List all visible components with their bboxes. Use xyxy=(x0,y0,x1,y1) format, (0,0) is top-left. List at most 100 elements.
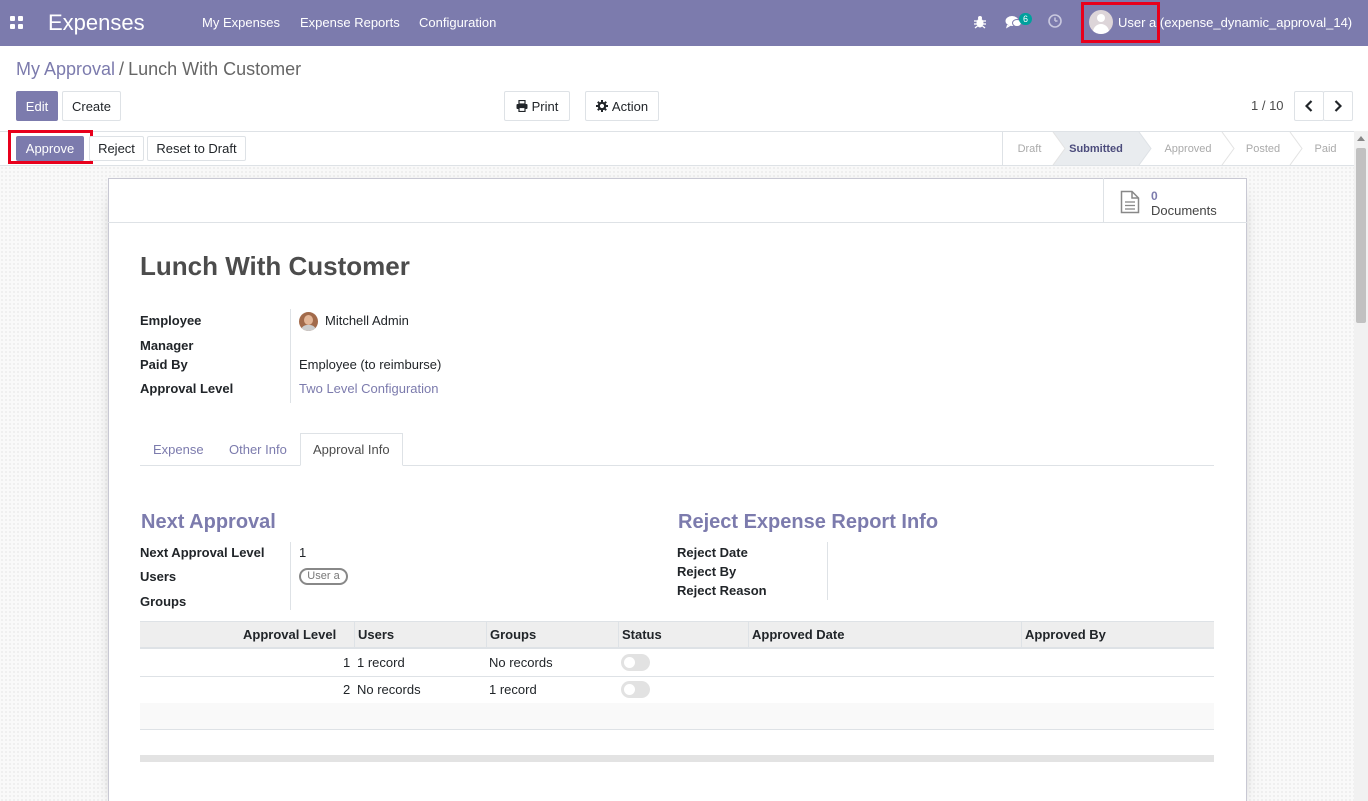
next-approval-level-label: Next Approval Level xyxy=(140,545,265,560)
stage-submitted[interactable]: Submitted xyxy=(1053,132,1139,165)
breadcrumb-current: Lunch With Customer xyxy=(128,59,302,79)
form-sheet xyxy=(108,178,1247,801)
approval-table-footer xyxy=(140,755,1214,762)
next-approval-divider xyxy=(290,542,291,610)
tab-expense[interactable]: Expense xyxy=(153,442,204,457)
smart-button-box xyxy=(108,178,1247,223)
manager-label: Manager xyxy=(140,338,194,353)
reset-to-draft-button[interactable]: Reset to Draft xyxy=(147,136,246,161)
stage-arrows xyxy=(1043,132,1303,165)
app-name[interactable]: Expenses xyxy=(48,10,145,35)
approval-level-value[interactable]: Two Level Configuration xyxy=(299,381,439,396)
stage-divider xyxy=(1002,132,1003,165)
reject-reason-label: Reject Reason xyxy=(677,583,767,598)
chevron-right-icon xyxy=(1334,100,1342,112)
document-icon xyxy=(1120,190,1140,214)
stage-draft[interactable]: Draft xyxy=(1017,142,1042,155)
approve-button[interactable]: Approve xyxy=(16,136,84,161)
groups-label: Groups xyxy=(140,594,187,609)
pager-value[interactable]: 1 / 10 xyxy=(1251,98,1284,113)
pager-previous-button[interactable] xyxy=(1294,91,1324,121)
column-users[interactable]: Users xyxy=(358,627,395,642)
scrollbar-thumb[interactable] xyxy=(1356,148,1366,323)
paid-by-label: Paid By xyxy=(140,357,188,372)
menu-configuration[interactable]: Configuration xyxy=(419,15,497,30)
pager-next-button[interactable] xyxy=(1323,91,1353,121)
next-approval-title: Next Approval xyxy=(141,511,276,533)
field-divider xyxy=(290,309,291,403)
documents-smart-button[interactable] xyxy=(1103,178,1246,222)
create-button[interactable]: Create xyxy=(62,91,121,121)
approve-button-highlight xyxy=(8,130,93,164)
row-users: No records xyxy=(357,682,421,697)
tabs-underline xyxy=(140,465,1214,466)
tab-other-info[interactable]: Other Info xyxy=(229,442,287,457)
user-menu-highlight xyxy=(1081,2,1160,43)
reject-date-label: Reject Date xyxy=(677,545,748,560)
column-separator xyxy=(618,622,619,649)
row-groups: No records xyxy=(489,655,553,670)
scroll-up-arrow[interactable] xyxy=(1357,136,1365,141)
documents-count: 0 xyxy=(1151,189,1158,203)
user-tag[interactable]: User a xyxy=(299,568,348,585)
employee-avatar xyxy=(299,312,318,331)
row-divider xyxy=(140,676,1214,677)
tab-approval-info[interactable] xyxy=(300,433,403,466)
chevron-left-icon xyxy=(1305,100,1313,112)
column-separator xyxy=(1021,622,1022,649)
column-approval-level[interactable]: Approval Level xyxy=(243,627,337,642)
chat-icon[interactable] xyxy=(1005,15,1022,29)
clock-icon[interactable] xyxy=(1048,14,1062,28)
record-title: Lunch With Customer xyxy=(140,251,410,281)
breadcrumb-separator: / xyxy=(119,59,125,79)
documents-label: Documents xyxy=(1151,203,1217,218)
chat-count-badge: 6 xyxy=(1019,13,1032,25)
column-separator xyxy=(354,622,355,649)
row-approval-level: 2 xyxy=(343,682,351,697)
reject-info-title: Reject Expense Report Info xyxy=(678,511,939,533)
reject-info-divider xyxy=(827,542,828,600)
print-icon xyxy=(516,100,528,112)
breadcrumb: My Approval / Lunch With Customer xyxy=(16,59,301,80)
menu-my-expenses[interactable]: My Expenses xyxy=(202,15,281,30)
status-toggle[interactable] xyxy=(621,654,650,671)
column-separator xyxy=(486,622,487,649)
column-approved-date[interactable]: Approved Date xyxy=(752,627,845,642)
approval-table-header xyxy=(140,621,1214,649)
column-separator xyxy=(748,622,749,649)
row-groups: 1 record xyxy=(489,682,537,697)
menu-expense-reports[interactable]: Expense Reports xyxy=(300,15,400,30)
next-approval-level-value[interactable]: 1 xyxy=(299,545,307,560)
edit-button[interactable]: Edit xyxy=(16,91,58,121)
user-avatar[interactable] xyxy=(1089,10,1113,34)
reject-button[interactable]: Reject xyxy=(89,136,144,161)
stage-paid[interactable]: Paid xyxy=(1314,142,1337,155)
reject-by-label: Reject By xyxy=(677,564,737,579)
tab-approval-info-label: Approval Info xyxy=(313,442,390,457)
bug-icon[interactable] xyxy=(973,15,987,29)
breadcrumb-my-approval[interactable]: My Approval xyxy=(16,59,116,79)
row-users: 1 record xyxy=(357,655,405,670)
empty-row xyxy=(140,703,1214,730)
users-label: Users xyxy=(140,569,177,584)
paid-by-value[interactable]: Employee (to reimburse) xyxy=(299,357,442,372)
apps-menu-icon[interactable] xyxy=(10,16,23,29)
row-divider xyxy=(140,729,1214,730)
print-button[interactable]: Print xyxy=(504,91,570,121)
column-groups[interactable]: Groups xyxy=(490,627,537,642)
status-toggle[interactable] xyxy=(621,681,650,698)
employee-value[interactable]: Mitchell Admin xyxy=(325,313,409,328)
action-label: Action xyxy=(611,98,649,114)
print-label: Print xyxy=(531,98,559,114)
row-approval-level: 1 xyxy=(343,655,351,670)
action-button[interactable]: Action xyxy=(585,91,659,121)
top-navbar: Expenses My Expenses Expense Reports Con… xyxy=(0,0,1368,46)
gear-icon xyxy=(595,100,608,112)
stage-approved[interactable]: Approved xyxy=(1164,142,1212,155)
approval-level-label: Approval Level xyxy=(140,381,234,396)
stage-posted[interactable]: Posted xyxy=(1245,142,1281,155)
column-approved-by[interactable]: Approved By xyxy=(1025,627,1106,642)
column-status[interactable]: Status xyxy=(622,627,662,642)
user-menu-label[interactable]: User a (expense_dynamic_approval_14) xyxy=(1118,15,1353,30)
employee-label: Employee xyxy=(140,313,202,328)
